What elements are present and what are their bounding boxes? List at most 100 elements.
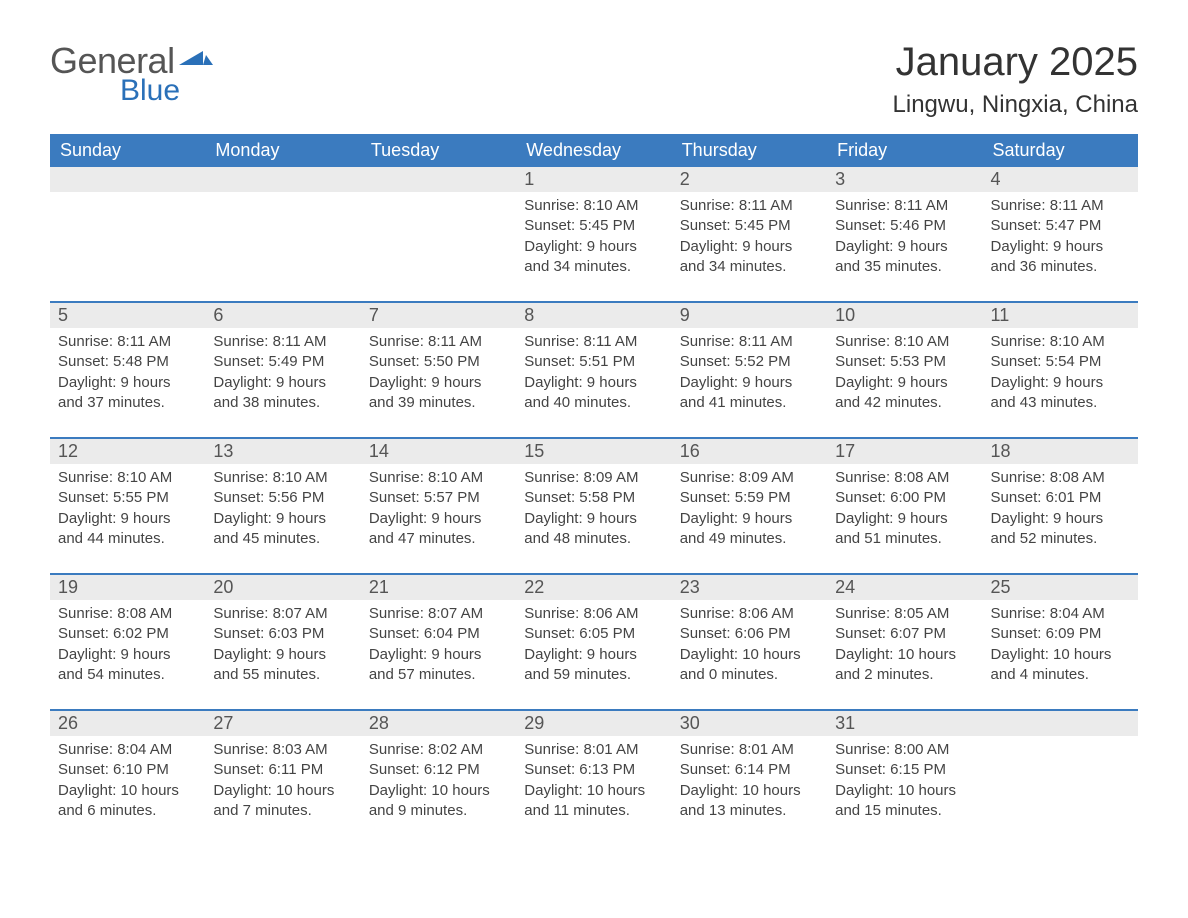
day-number: 12 — [50, 439, 205, 464]
day-number: 17 — [827, 439, 982, 464]
day-number: 4 — [983, 167, 1138, 192]
day-cell — [50, 167, 205, 302]
day-cell: 5Sunrise: 8:11 AMSunset: 5:48 PMDaylight… — [50, 302, 205, 438]
day-number: 18 — [983, 439, 1138, 464]
day-number: 2 — [672, 167, 827, 192]
day-cell: 3Sunrise: 8:11 AMSunset: 5:46 PMDaylight… — [827, 167, 982, 302]
weekday-header: Monday — [205, 134, 360, 167]
location: Lingwu, Ningxia, China — [893, 91, 1138, 119]
day-number: 29 — [516, 711, 671, 736]
day-data: Sunrise: 8:11 AMSunset: 5:52 PMDaylight:… — [672, 328, 827, 437]
day-number: 26 — [50, 711, 205, 736]
day-number: 28 — [361, 711, 516, 736]
weekday-header: Friday — [827, 134, 982, 167]
day-data: Sunrise: 8:08 AMSunset: 6:00 PMDaylight:… — [827, 464, 982, 573]
day-data: Sunrise: 8:11 AMSunset: 5:49 PMDaylight:… — [205, 328, 360, 437]
day-data: Sunrise: 8:06 AMSunset: 6:05 PMDaylight:… — [516, 600, 671, 709]
day-number: 6 — [205, 303, 360, 328]
weekday-header: Saturday — [983, 134, 1138, 167]
day-data: Sunrise: 8:10 AMSunset: 5:54 PMDaylight:… — [983, 328, 1138, 437]
day-data: Sunrise: 8:10 AMSunset: 5:53 PMDaylight:… — [827, 328, 982, 437]
day-cell: 12Sunrise: 8:10 AMSunset: 5:55 PMDayligh… — [50, 438, 205, 574]
day-number: 25 — [983, 575, 1138, 600]
day-cell: 2Sunrise: 8:11 AMSunset: 5:45 PMDaylight… — [672, 167, 827, 302]
day-cell — [983, 710, 1138, 845]
day-data: Sunrise: 8:05 AMSunset: 6:07 PMDaylight:… — [827, 600, 982, 709]
day-number: 15 — [516, 439, 671, 464]
week-row: 1Sunrise: 8:10 AMSunset: 5:45 PMDaylight… — [50, 167, 1138, 302]
weekday-header: Wednesday — [516, 134, 671, 167]
day-number: 19 — [50, 575, 205, 600]
day-data: Sunrise: 8:10 AMSunset: 5:56 PMDaylight:… — [205, 464, 360, 573]
week-row: 12Sunrise: 8:10 AMSunset: 5:55 PMDayligh… — [50, 438, 1138, 574]
day-cell: 9Sunrise: 8:11 AMSunset: 5:52 PMDaylight… — [672, 302, 827, 438]
day-cell: 8Sunrise: 8:11 AMSunset: 5:51 PMDaylight… — [516, 302, 671, 438]
weekday-header: Thursday — [672, 134, 827, 167]
day-number: 24 — [827, 575, 982, 600]
day-number: 21 — [361, 575, 516, 600]
calendar-table: Sunday Monday Tuesday Wednesday Thursday… — [50, 134, 1138, 845]
day-data: Sunrise: 8:08 AMSunset: 6:02 PMDaylight:… — [50, 600, 205, 709]
day-data: Sunrise: 8:03 AMSunset: 6:11 PMDaylight:… — [205, 736, 360, 845]
day-data: Sunrise: 8:11 AMSunset: 5:45 PMDaylight:… — [672, 192, 827, 301]
week-row: 5Sunrise: 8:11 AMSunset: 5:48 PMDaylight… — [50, 302, 1138, 438]
day-cell: 23Sunrise: 8:06 AMSunset: 6:06 PMDayligh… — [672, 574, 827, 710]
day-cell: 4Sunrise: 8:11 AMSunset: 5:47 PMDaylight… — [983, 167, 1138, 302]
weekday-header: Sunday — [50, 134, 205, 167]
day-data: Sunrise: 8:01 AMSunset: 6:13 PMDaylight:… — [516, 736, 671, 845]
day-cell: 16Sunrise: 8:09 AMSunset: 5:59 PMDayligh… — [672, 438, 827, 574]
day-cell: 1Sunrise: 8:10 AMSunset: 5:45 PMDaylight… — [516, 167, 671, 302]
day-cell — [361, 167, 516, 302]
day-data: Sunrise: 8:10 AMSunset: 5:45 PMDaylight:… — [516, 192, 671, 301]
day-data: Sunrise: 8:10 AMSunset: 5:57 PMDaylight:… — [361, 464, 516, 573]
week-row: 26Sunrise: 8:04 AMSunset: 6:10 PMDayligh… — [50, 710, 1138, 845]
day-cell: 22Sunrise: 8:06 AMSunset: 6:05 PMDayligh… — [516, 574, 671, 710]
day-number: 23 — [672, 575, 827, 600]
day-cell: 15Sunrise: 8:09 AMSunset: 5:58 PMDayligh… — [516, 438, 671, 574]
week-row: 19Sunrise: 8:08 AMSunset: 6:02 PMDayligh… — [50, 574, 1138, 710]
day-cell: 26Sunrise: 8:04 AMSunset: 6:10 PMDayligh… — [50, 710, 205, 845]
day-number: 5 — [50, 303, 205, 328]
day-cell — [205, 167, 360, 302]
day-data: Sunrise: 8:11 AMSunset: 5:47 PMDaylight:… — [983, 192, 1138, 301]
day-cell: 20Sunrise: 8:07 AMSunset: 6:03 PMDayligh… — [205, 574, 360, 710]
day-data: Sunrise: 8:09 AMSunset: 5:58 PMDaylight:… — [516, 464, 671, 573]
day-data: Sunrise: 8:11 AMSunset: 5:48 PMDaylight:… — [50, 328, 205, 437]
day-number: 9 — [672, 303, 827, 328]
day-number: 1 — [516, 167, 671, 192]
day-number: 22 — [516, 575, 671, 600]
day-data: Sunrise: 8:02 AMSunset: 6:12 PMDaylight:… — [361, 736, 516, 845]
day-number: 27 — [205, 711, 360, 736]
day-number: 31 — [827, 711, 982, 736]
day-cell: 7Sunrise: 8:11 AMSunset: 5:50 PMDaylight… — [361, 302, 516, 438]
day-cell: 30Sunrise: 8:01 AMSunset: 6:14 PMDayligh… — [672, 710, 827, 845]
day-cell: 19Sunrise: 8:08 AMSunset: 6:02 PMDayligh… — [50, 574, 205, 710]
month-title: January 2025 — [893, 40, 1138, 85]
day-data: Sunrise: 8:11 AMSunset: 5:51 PMDaylight:… — [516, 328, 671, 437]
weekday-header: Tuesday — [361, 134, 516, 167]
day-number: 3 — [827, 167, 982, 192]
day-cell: 28Sunrise: 8:02 AMSunset: 6:12 PMDayligh… — [361, 710, 516, 845]
day-cell: 10Sunrise: 8:10 AMSunset: 5:53 PMDayligh… — [827, 302, 982, 438]
day-number: 14 — [361, 439, 516, 464]
day-data: Sunrise: 8:06 AMSunset: 6:06 PMDaylight:… — [672, 600, 827, 709]
day-data: Sunrise: 8:01 AMSunset: 6:14 PMDaylight:… — [672, 736, 827, 845]
day-data: Sunrise: 8:00 AMSunset: 6:15 PMDaylight:… — [827, 736, 982, 845]
weekday-header-row: Sunday Monday Tuesday Wednesday Thursday… — [50, 134, 1138, 167]
day-cell: 24Sunrise: 8:05 AMSunset: 6:07 PMDayligh… — [827, 574, 982, 710]
day-cell: 6Sunrise: 8:11 AMSunset: 5:49 PMDaylight… — [205, 302, 360, 438]
day-cell: 25Sunrise: 8:04 AMSunset: 6:09 PMDayligh… — [983, 574, 1138, 710]
day-cell: 21Sunrise: 8:07 AMSunset: 6:04 PMDayligh… — [361, 574, 516, 710]
day-data: Sunrise: 8:08 AMSunset: 6:01 PMDaylight:… — [983, 464, 1138, 573]
logo-flag-icon — [179, 47, 213, 76]
day-number: 7 — [361, 303, 516, 328]
day-cell: 11Sunrise: 8:10 AMSunset: 5:54 PMDayligh… — [983, 302, 1138, 438]
title-block: January 2025 Lingwu, Ningxia, China — [893, 40, 1138, 119]
day-number: 20 — [205, 575, 360, 600]
day-data: Sunrise: 8:04 AMSunset: 6:10 PMDaylight:… — [50, 736, 205, 845]
logo-word2: Blue — [120, 74, 213, 108]
day-cell: 31Sunrise: 8:00 AMSunset: 6:15 PMDayligh… — [827, 710, 982, 845]
day-number: 10 — [827, 303, 982, 328]
day-data: Sunrise: 8:10 AMSunset: 5:55 PMDaylight:… — [50, 464, 205, 573]
day-data: Sunrise: 8:07 AMSunset: 6:04 PMDaylight:… — [361, 600, 516, 709]
